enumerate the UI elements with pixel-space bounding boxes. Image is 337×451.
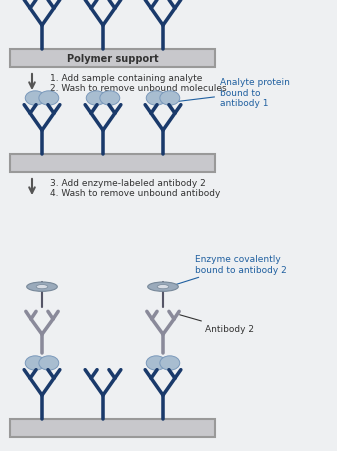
Ellipse shape <box>25 356 45 370</box>
Ellipse shape <box>27 282 57 292</box>
Text: 1. Add sample containing analyte
2. Wash to remove unbound molecules: 1. Add sample containing analyte 2. Wash… <box>50 74 226 93</box>
Ellipse shape <box>146 92 166 106</box>
Ellipse shape <box>157 285 169 289</box>
Ellipse shape <box>148 282 178 292</box>
Bar <box>10 155 215 173</box>
Ellipse shape <box>39 356 59 370</box>
Text: Polymer support: Polymer support <box>67 54 158 64</box>
Text: Antibody 1: Antibody 1 <box>0 450 1 451</box>
Text: 3. Add enzyme-labeled antibody 2
4. Wash to remove unbound antibody: 3. Add enzyme-labeled antibody 2 4. Wash… <box>50 179 220 198</box>
Ellipse shape <box>100 92 120 106</box>
Ellipse shape <box>25 92 45 106</box>
Text: Antibody 2: Antibody 2 <box>180 315 254 334</box>
Bar <box>10 419 215 437</box>
Ellipse shape <box>86 92 106 106</box>
Ellipse shape <box>146 356 166 370</box>
Text: Enzyme covalently
bound to antibody 2: Enzyme covalently bound to antibody 2 <box>171 255 287 286</box>
Text: Analyte protein
bound to
antibody 1: Analyte protein bound to antibody 1 <box>176 78 290 108</box>
Ellipse shape <box>39 92 59 106</box>
Ellipse shape <box>160 356 180 370</box>
Ellipse shape <box>160 92 180 106</box>
Bar <box>10 50 215 68</box>
Ellipse shape <box>36 285 48 289</box>
